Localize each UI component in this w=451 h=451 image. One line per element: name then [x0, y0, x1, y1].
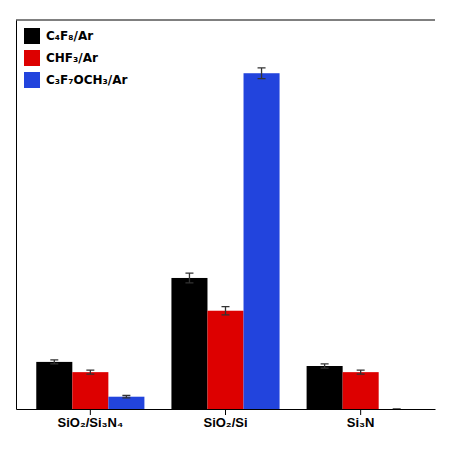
- error-bar: [393, 408, 401, 409]
- y-axis: [16, 21, 17, 410]
- legend-label: C₄F₈/Ar: [46, 29, 93, 43]
- legend: C₄F₈/Ar CHF₃/Ar C₃F₇OCH₃/Ar: [24, 28, 127, 88]
- x-tick-label: SiO₂/Si₃N₄: [58, 415, 124, 430]
- x-tick-label: Si₃N: [347, 415, 375, 430]
- x-tick: Si₃N: [347, 409, 375, 430]
- error-bar: [86, 370, 94, 374]
- error-bar: [50, 360, 58, 364]
- x-tick: SiO₂/Si: [203, 409, 247, 430]
- bar: [171, 278, 207, 409]
- bar: [379, 409, 415, 410]
- error-bar: [122, 395, 130, 397]
- error-bar: [185, 273, 193, 283]
- bar: [307, 366, 343, 409]
- series: [72, 307, 378, 409]
- bar: [207, 311, 243, 409]
- error-bar: [222, 307, 230, 315]
- legend-swatch: [24, 72, 40, 88]
- legend-item: C₃F₇OCH₃/Ar: [24, 72, 127, 88]
- x-tick-label: SiO₂/Si: [203, 415, 247, 430]
- legend-swatch: [24, 50, 40, 66]
- series: [36, 273, 342, 409]
- legend-item: C₄F₈/Ar: [24, 28, 93, 44]
- top-frame-line: [16, 20, 435, 21]
- bar: [72, 372, 108, 409]
- bar: [244, 73, 280, 409]
- legend-swatch: [24, 28, 40, 44]
- series: [108, 68, 400, 409]
- error-bar: [258, 68, 266, 79]
- legend-item: CHF₃/Ar: [24, 50, 98, 66]
- x-axis: SiO₂/Si₃N₄ SiO₂/Si Si₃N: [17, 409, 436, 430]
- legend-label: C₃F₇OCH₃/Ar: [46, 73, 127, 87]
- bar: [343, 372, 379, 409]
- legend-label: CHF₃/Ar: [46, 51, 98, 65]
- bar: [36, 362, 72, 409]
- y-axis-line: [16, 21, 17, 410]
- x-tick-mark: [90, 409, 91, 415]
- x-tick-mark: [225, 409, 226, 415]
- marks: [36, 68, 400, 409]
- x-tick: SiO₂/Si₃N₄: [58, 409, 124, 430]
- error-bar: [357, 370, 365, 374]
- x-tick-mark: [360, 409, 361, 415]
- plot: SiO₂/Si₃N₄ SiO₂/Si Si₃N C₄F₈/Ar CHF₃/Ar C₃F₇O…: [16, 20, 436, 430]
- chart: SiO₂/Si₃N₄ SiO₂/Si Si₃N C₄F₈/Ar CHF₃/Ar C₃F₇O…: [0, 0, 451, 451]
- error-bar: [321, 364, 329, 368]
